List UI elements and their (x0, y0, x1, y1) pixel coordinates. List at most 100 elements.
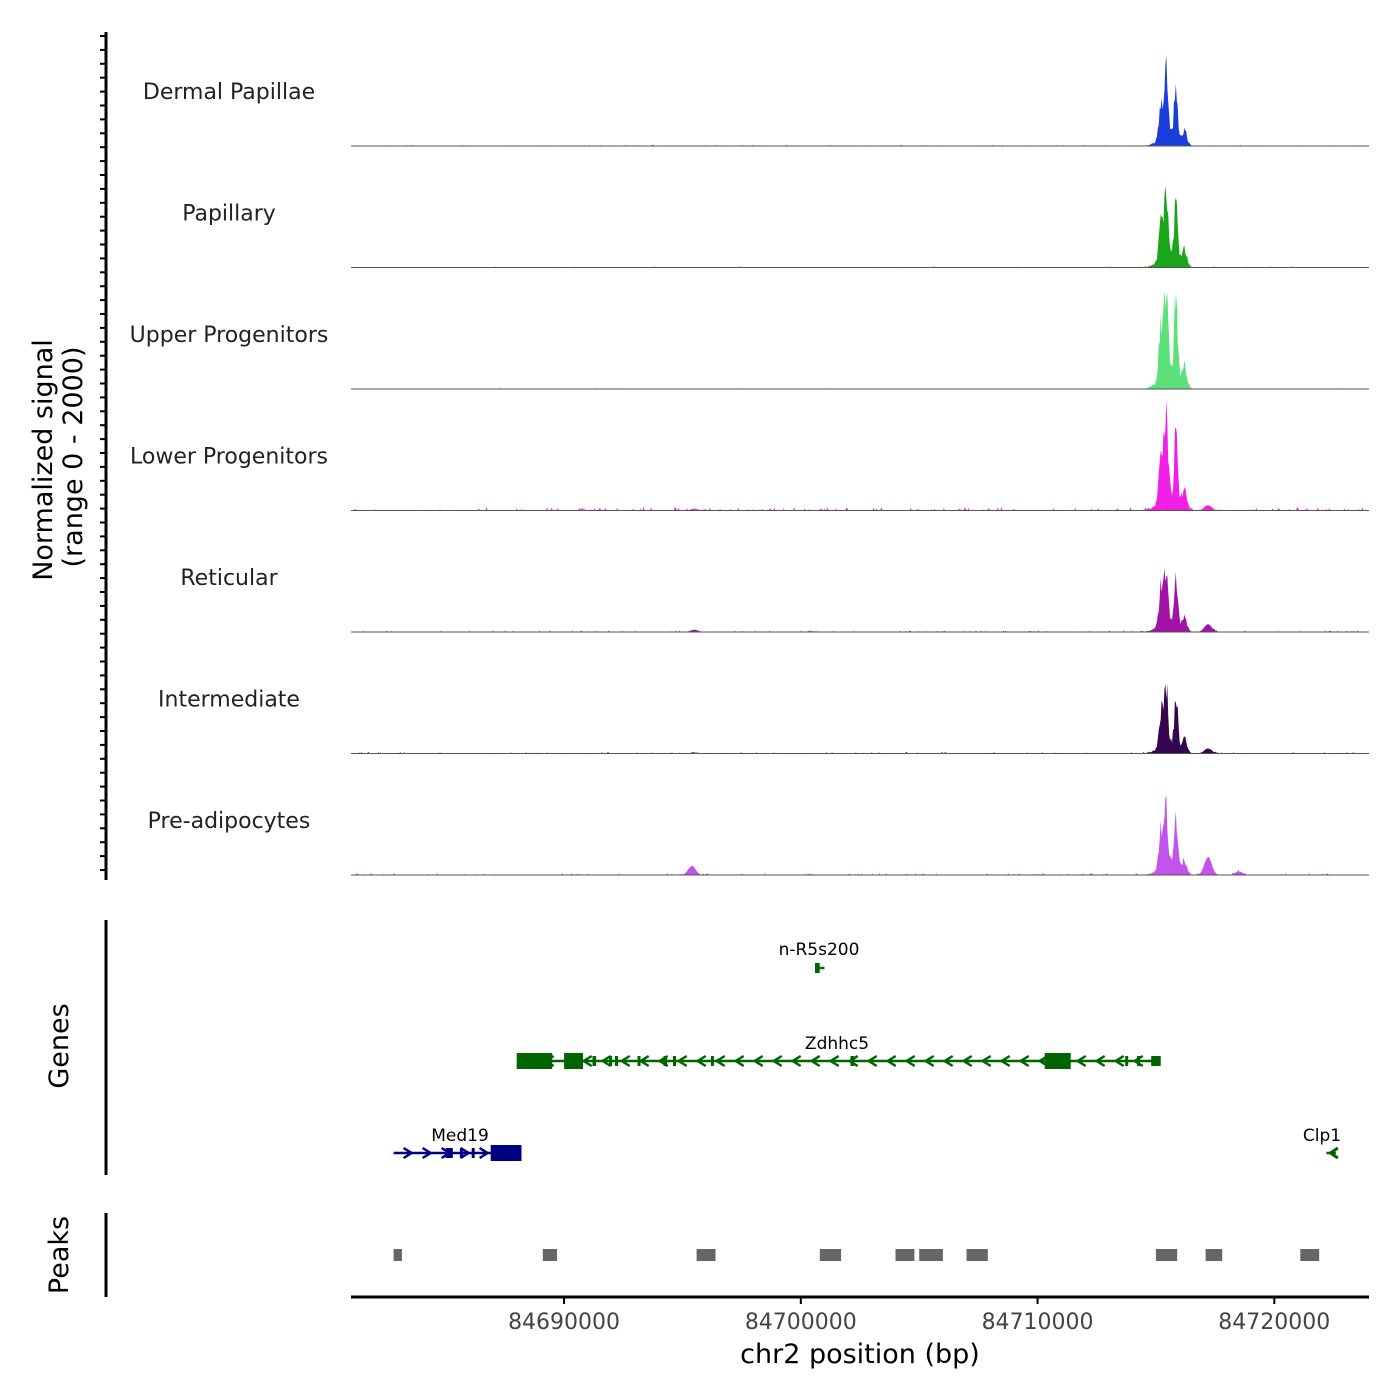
gene-exon (815, 963, 820, 973)
strand-chevron (459, 1146, 471, 1160)
strand-chevron (809, 1054, 821, 1068)
gene-model: Zdhhc5 (516, 1034, 1161, 1069)
peak-region (1155, 1249, 1178, 1261)
strand-chevron (1075, 1054, 1087, 1068)
strand-chevron (904, 1054, 916, 1068)
gene-label: Clp1 (1303, 1126, 1341, 1146)
strand-chevron (1327, 1146, 1339, 1160)
coverage-track: Upper Progenitors (130, 289, 1369, 390)
coverage-track: Dermal Papillae (143, 55, 1369, 147)
track-label: Pre-adipocytes (148, 809, 311, 834)
strand-chevron (771, 1054, 783, 1068)
strand-chevron (695, 1054, 707, 1068)
coverage-area (351, 186, 1369, 268)
strand-chevron (1132, 1054, 1144, 1068)
gene-exon (1151, 1056, 1161, 1066)
peak-region (393, 1249, 402, 1261)
strand-chevron (676, 1054, 688, 1068)
genes-axis-title: Genes (44, 1003, 75, 1088)
gene-exon (850, 1056, 855, 1066)
gene-exon (1125, 1056, 1129, 1066)
strand-chevron (478, 1146, 490, 1160)
gene-label: n-R5s200 (779, 940, 860, 960)
strand-chevron (752, 1054, 764, 1068)
signal-y-ticks (100, 35, 106, 871)
peak-region (895, 1249, 915, 1261)
gene-label: Med19 (431, 1126, 489, 1146)
x-axis-title: chr2 position (bp) (740, 1339, 980, 1370)
gene-exon (663, 1056, 668, 1066)
strand-chevron (600, 1054, 612, 1068)
strand-chevron (885, 1054, 897, 1068)
peak-regions (393, 1249, 1320, 1261)
coverage-area (351, 55, 1369, 146)
gene-exon (564, 1053, 583, 1069)
gene-model: n-R5s200 (779, 940, 860, 973)
coverage-area (351, 568, 1369, 632)
gene-exon (592, 1056, 597, 1066)
strand-chevron (980, 1054, 992, 1068)
gene-exon (445, 1148, 453, 1158)
gene-label: Zdhhc5 (805, 1034, 869, 1054)
track-label: Upper Progenitors (130, 323, 329, 348)
strand-chevron (402, 1146, 414, 1160)
strand-chevron (790, 1054, 802, 1068)
gene-exon (673, 1056, 676, 1066)
gene-annotations: n-R5s200 Zdhhc5 Med19 Clp1 (393, 940, 1341, 1161)
track-label: Intermediate (158, 688, 300, 713)
peak-region (819, 1249, 842, 1261)
track-label: Reticular (180, 566, 278, 591)
strand-chevron (581, 1054, 593, 1068)
coverage-track: Reticular (180, 566, 1369, 633)
strand-chevron (619, 1054, 631, 1068)
x-tick-label: 84710000 (982, 1310, 1094, 1335)
coverage-area (351, 684, 1369, 754)
gene-exon (1137, 1056, 1140, 1066)
signal-y-axis-title: Normalized signal (28, 339, 59, 581)
gene-model: Med19 (393, 1126, 522, 1161)
coverage-track: Papillary (182, 186, 1369, 268)
track-label: Papillary (182, 202, 276, 227)
gene-exon (609, 1056, 613, 1066)
peak-region (542, 1249, 557, 1261)
gene-exon (710, 1056, 714, 1066)
coverage-track: Pre-adipocytes (148, 795, 1369, 876)
x-tick-label: 84690000 (508, 1310, 620, 1335)
strand-chevron (638, 1054, 650, 1068)
x-tick-label: 84720000 (1218, 1310, 1330, 1335)
strand-chevron (961, 1054, 973, 1068)
signal-y-axis (100, 32, 108, 880)
strand-chevron (421, 1146, 433, 1160)
strand-chevron (847, 1054, 859, 1068)
peak-region (696, 1249, 716, 1261)
x-axis-ticks: 84690000 84700000 84710000 84720000 (508, 1297, 1330, 1335)
strand-chevron (1018, 1054, 1030, 1068)
gene-exon (471, 1148, 475, 1158)
strand-chevron (714, 1054, 726, 1068)
coverage-track: Intermediate (158, 684, 1369, 754)
gene-model: Clp1 (1303, 1126, 1341, 1160)
strand-chevron (733, 1054, 745, 1068)
peak-region (1300, 1249, 1320, 1261)
track-label: Lower Progenitors (130, 445, 328, 470)
coverage-area (351, 795, 1369, 875)
strand-chevron (866, 1054, 878, 1068)
track-label: Dermal Papillae (143, 80, 315, 105)
gene-exon (516, 1053, 553, 1069)
peak-region (1205, 1249, 1223, 1261)
coverage-track: Lower Progenitors (130, 399, 1369, 511)
gene-exon (459, 1148, 463, 1158)
gene-exon (490, 1145, 522, 1161)
gene-exon (637, 1056, 641, 1066)
x-tick-label: 84700000 (745, 1310, 857, 1335)
peak-region (919, 1249, 943, 1261)
strand-chevron (1113, 1054, 1125, 1068)
strand-chevron (828, 1054, 840, 1068)
strand-chevron (1094, 1054, 1106, 1068)
coverage-area (351, 399, 1369, 511)
coverage-area (351, 289, 1369, 389)
coverage-tracks: Dermal Papillae Papillary Upper Progenitor… (130, 55, 1369, 876)
strand-chevron (942, 1054, 954, 1068)
peak-region (966, 1249, 988, 1261)
